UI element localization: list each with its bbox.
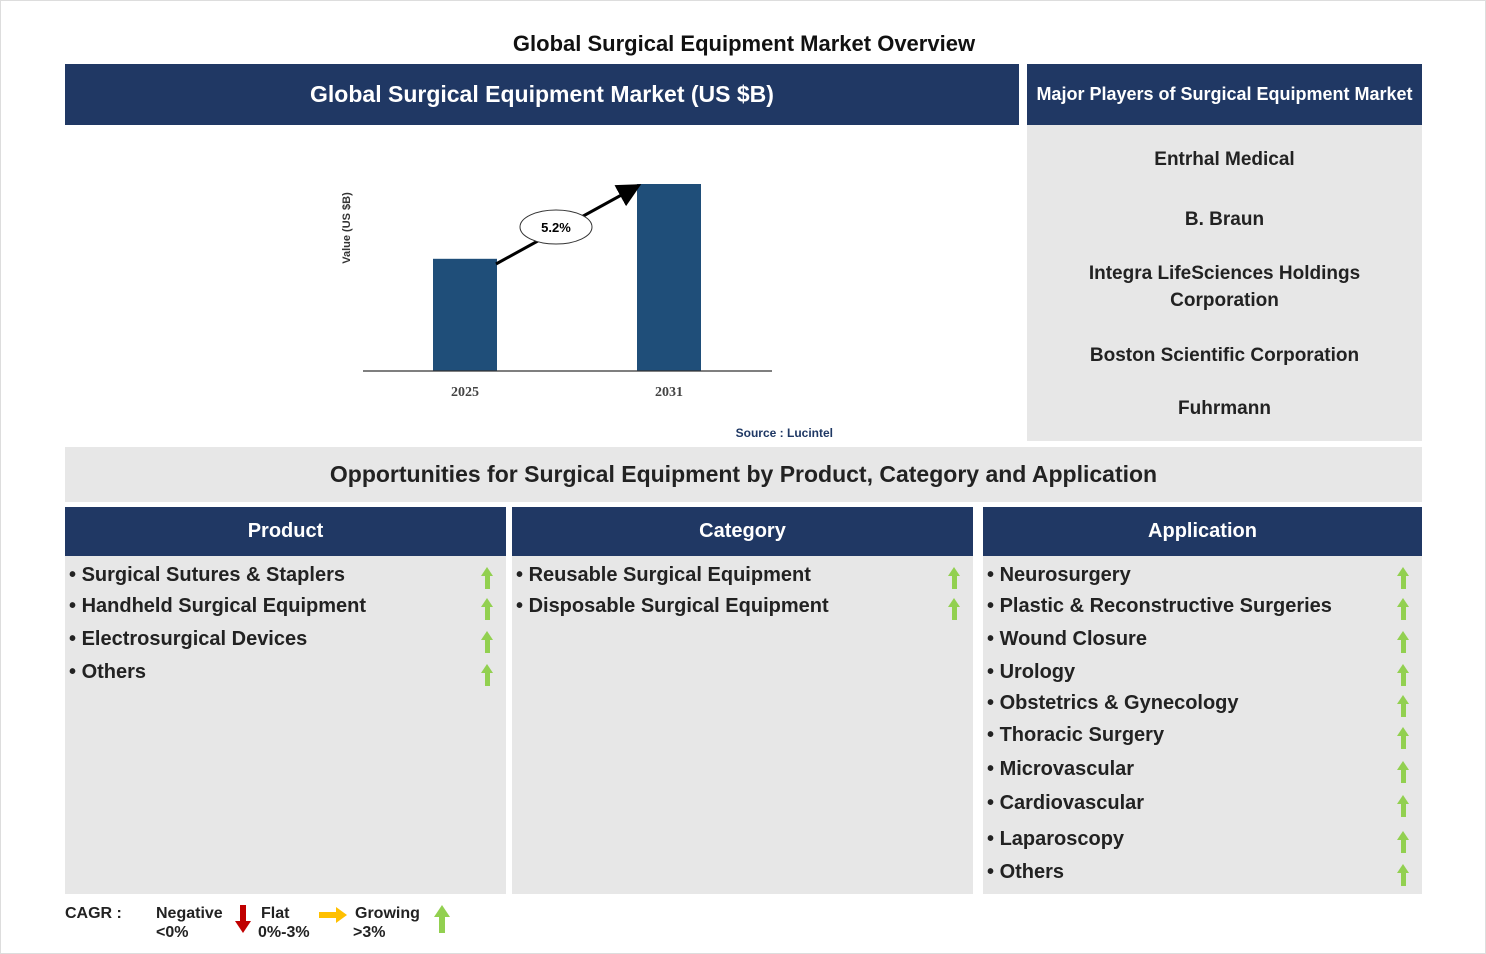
player-item: B. Braun [1184,209,1265,230]
legend-label: CAGR : [65,905,122,922]
list-item-label: Microvascular [999,758,1135,780]
list-item-label: Others [81,661,147,683]
list-item-label: Urology [999,661,1076,683]
growing-arrow-icon [481,631,493,653]
up-arrow-icon [434,905,450,933]
cagr-annotation: 5.2% [541,220,571,235]
column-header-product: Product [65,507,506,556]
list-item: • Plastic & Reconstructive Surgeries [987,595,1332,617]
legend-negative: Negative <0% [156,904,223,942]
list-item: • Thoracic Surgery [987,724,1165,746]
list-item: • Urology [987,661,1076,683]
x-tick-label: 2031 [655,385,683,400]
player-item: Boston Scientific Corporation [1089,345,1360,366]
right-arrow-icon [319,907,347,923]
list-item-label: Electrosurgical Devices [81,628,308,650]
list-item-label: Reusable Surgical Equipment [528,564,811,586]
player-item: Fuhrmann [1178,398,1271,419]
growing-arrow-icon [1397,727,1409,749]
players-header-text: Major Players of Surgical Equipment Mark… [1036,84,1413,104]
column-body-category: • Reusable Surgical Equipment • Disposabl… [512,556,973,894]
bar-2031 [637,184,701,371]
legend-growing-range: >3% [353,924,386,941]
source-label: Source : Lucintel [736,426,833,440]
y-axis-label: Value (US $B) [341,192,353,264]
legend-negative-range: <0% [156,924,189,941]
growing-arrow-icon [481,664,493,686]
players-panel [1027,125,1422,441]
column-header-category: Category [512,507,973,556]
list-item: • Others [987,861,1065,883]
growing-arrow-icon [1397,567,1409,589]
list-item: • Disposable Surgical Equipment [516,595,829,617]
player-item: Entrhal Medical [1154,149,1295,170]
growing-arrow-icon [1397,831,1409,853]
growing-arrow-icon [1397,695,1409,717]
legend-flat: Flat 0%-3% [258,904,310,942]
down-arrow-icon [235,905,251,933]
list-item: • Neurosurgery [987,564,1131,586]
column-body-application: • Neurosurgery • Plastic & Reconstructive… [983,556,1422,894]
list-item: • Reusable Surgical Equipment [516,564,811,586]
column-header-application: Application [983,507,1422,556]
list-item-label: Cardiovascular [999,792,1145,814]
growing-arrow-icon [481,567,493,589]
growing-arrow-icon [1397,598,1409,620]
list-item: • Wound Closure [987,628,1147,650]
list-item: • Laparoscopy [987,828,1125,850]
legend-growing-label: Growing [355,905,420,922]
players-header: Major Players of Surgical Equipment Mark… [1027,64,1422,125]
legend-flat-range: 0%-3% [258,924,310,941]
growing-arrow-icon [1397,761,1409,783]
list-item: • Microvascular [987,758,1135,780]
cagr-bubble [519,209,593,245]
list-item: • Others [69,661,147,683]
legend-growing: Growing >3% [353,904,420,942]
growing-arrow-icon [948,567,960,589]
list-item-label: Plastic & Reconstructive Surgeries [999,595,1332,617]
legend-flat-label: Flat [261,905,290,922]
list-item-label: Disposable Surgical Equipment [528,595,829,617]
list-item-label: Obstetrics & Gynecology [999,692,1239,714]
list-item: • Surgical Sutures & Staplers [69,564,345,586]
x-tick-label: 2025 [451,385,479,400]
bar-chart: Value (US $B) 5.2% 2025 2031 Source : Luc… [341,184,833,440]
opportunities-title: Opportunities for Surgical Equipment by … [65,447,1422,502]
list-item-label: Handheld Surgical Equipment [81,595,367,617]
list-item: • Handheld Surgical Equipment [69,595,367,617]
growing-arrow-icon [1397,631,1409,653]
growing-arrow-icon [948,598,960,620]
page-title: Global Surgical Equipment Market Overvie… [512,31,976,56]
bar-2025 [433,258,497,371]
chart-header: Global Surgical Equipment Market (US $B) [65,64,1019,125]
list-item-label: Laparoscopy [999,828,1125,850]
growing-arrow-icon [1397,664,1409,686]
list-item: • Obstetrics & Gynecology [987,692,1239,714]
list-item: • Electrosurgical Devices [69,628,308,650]
list-item-label: Others [999,861,1065,883]
legend-negative-label: Negative [156,905,223,922]
list-item-label: Wound Closure [999,628,1147,650]
list-item-label: Neurosurgery [999,564,1131,586]
list-item: • Cardiovascular [987,792,1145,814]
list-item-label: Surgical Sutures & Staplers [81,564,345,586]
growing-arrow-icon [1397,864,1409,886]
growing-arrow-icon [481,598,493,620]
player-item: Integra LifeSciences Holdings Corporatio… [1088,263,1361,311]
growing-arrow-icon [1397,795,1409,817]
column-body-product: • Surgical Sutures & Staplers • Handheld … [65,556,506,894]
list-item-label: Thoracic Surgery [999,724,1165,746]
